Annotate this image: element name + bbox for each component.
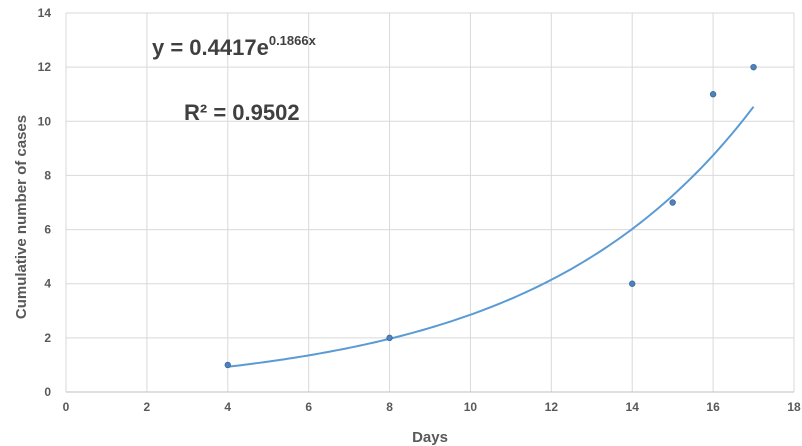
trendline-equation: y = 0.4417e0.1866x xyxy=(152,33,317,60)
equation-base: y = 0.4417e xyxy=(152,35,269,60)
x-tick-label: 18 xyxy=(787,400,801,414)
data-point xyxy=(709,91,717,98)
x-axis-title: Days xyxy=(412,429,448,446)
gridlines xyxy=(65,12,795,393)
y-tick-label: 14 xyxy=(38,6,52,20)
x-tick-label: 14 xyxy=(626,400,640,414)
y-tick-label: 12 xyxy=(38,60,52,74)
x-tick-label: 6 xyxy=(305,400,312,414)
trendline-layer xyxy=(227,106,755,368)
y-tick-label: 8 xyxy=(44,168,51,182)
y-tick-label: 10 xyxy=(38,114,52,128)
y-tick-label: 0 xyxy=(44,385,51,399)
x-tick-labels: 0 2 4 6 8 10 12 14 16 18 xyxy=(63,400,801,414)
data-point xyxy=(386,334,393,342)
equation-exponent: 0.1866x xyxy=(269,33,317,48)
points-layer xyxy=(224,63,757,369)
data-point xyxy=(224,361,231,369)
x-tick-label: 16 xyxy=(706,400,720,414)
x-tick-label: 4 xyxy=(224,400,231,414)
x-tick-label: 0 xyxy=(63,400,70,414)
x-tick-label: 10 xyxy=(464,400,478,414)
y-tick-label: 2 xyxy=(44,331,51,345)
data-point xyxy=(629,280,636,287)
y-axis-title: Cumulative number of cases xyxy=(13,115,30,319)
x-tick-label: 12 xyxy=(545,400,559,414)
y-tick-label: 6 xyxy=(44,223,51,237)
x-tick-label: 2 xyxy=(144,400,151,414)
r-squared-label: R² = 0.9502 xyxy=(184,100,300,125)
data-point xyxy=(669,199,676,206)
data-point xyxy=(750,63,757,71)
y-tick-labels: 0 2 4 6 8 10 12 14 xyxy=(38,6,52,399)
y-tick-label: 4 xyxy=(44,277,51,291)
x-tick-label: 8 xyxy=(386,400,393,414)
trendline xyxy=(227,106,755,368)
